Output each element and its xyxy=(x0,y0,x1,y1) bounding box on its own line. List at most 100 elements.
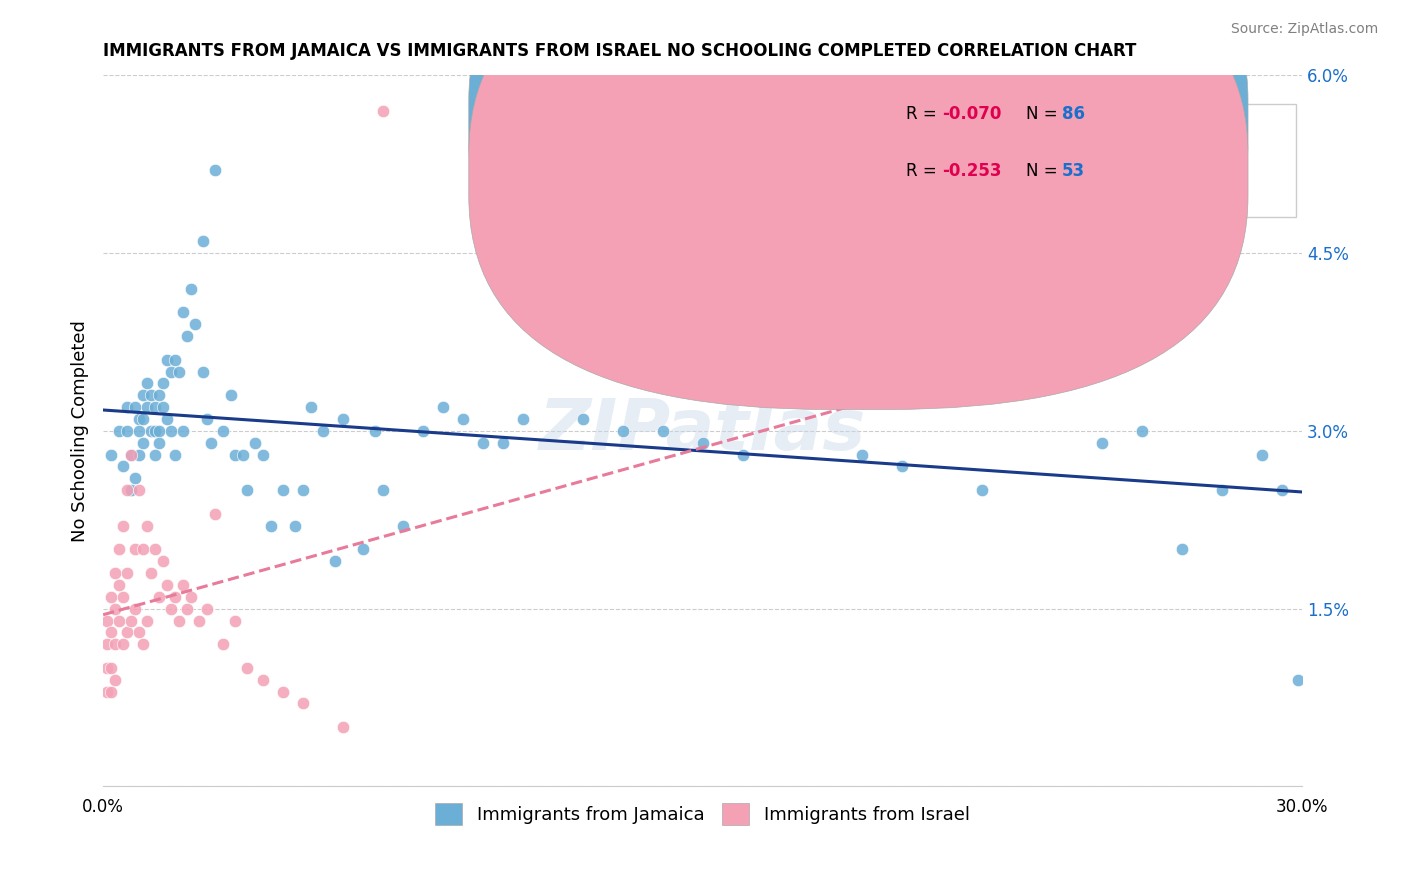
Point xyxy=(188,614,211,628)
Point xyxy=(132,388,155,402)
Point xyxy=(108,542,131,557)
Point xyxy=(100,448,122,462)
Point xyxy=(392,518,415,533)
Point xyxy=(224,448,246,462)
Point xyxy=(195,601,218,615)
Point xyxy=(143,400,166,414)
Point xyxy=(1171,542,1194,557)
Point xyxy=(136,614,159,628)
Point xyxy=(271,483,294,497)
Point xyxy=(124,542,146,557)
Point xyxy=(96,614,118,628)
Point xyxy=(891,459,914,474)
Point xyxy=(104,637,127,651)
Point xyxy=(219,388,242,402)
Point xyxy=(148,435,170,450)
Point xyxy=(323,554,346,568)
Legend: Immigrants from Jamaica, Immigrants from Israel: Immigrants from Jamaica, Immigrants from… xyxy=(426,794,979,834)
Point xyxy=(124,601,146,615)
Point xyxy=(108,424,131,438)
Point xyxy=(471,435,494,450)
Point xyxy=(128,424,150,438)
Point xyxy=(332,720,354,734)
Point xyxy=(1130,424,1153,438)
Point xyxy=(148,388,170,402)
Point xyxy=(1251,448,1274,462)
Text: 53: 53 xyxy=(1062,162,1085,180)
Point xyxy=(364,424,387,438)
Point xyxy=(112,590,135,604)
Text: IMMIGRANTS FROM JAMAICA VS IMMIGRANTS FROM ISRAEL NO SCHOOLING COMPLETED CORRELA: IMMIGRANTS FROM JAMAICA VS IMMIGRANTS FR… xyxy=(103,42,1136,60)
Point xyxy=(115,625,138,640)
Point xyxy=(451,412,474,426)
Text: N =: N = xyxy=(1026,105,1063,123)
Point xyxy=(139,424,162,438)
Point xyxy=(100,661,122,675)
Point xyxy=(531,305,554,319)
Point xyxy=(180,590,202,604)
Point xyxy=(180,282,202,296)
Point xyxy=(284,518,307,533)
Point xyxy=(371,103,394,118)
Point xyxy=(132,637,155,651)
Text: ZIPatlas: ZIPatlas xyxy=(538,396,866,466)
Point xyxy=(165,352,187,367)
Text: Source: ZipAtlas.com: Source: ZipAtlas.com xyxy=(1230,22,1378,37)
Point xyxy=(148,590,170,604)
Point xyxy=(120,483,142,497)
Point xyxy=(1271,483,1294,497)
Point xyxy=(100,625,122,640)
Point xyxy=(156,412,179,426)
Point xyxy=(692,435,714,450)
Point xyxy=(108,614,131,628)
Point xyxy=(115,483,138,497)
Point xyxy=(143,542,166,557)
Point xyxy=(128,625,150,640)
Point xyxy=(152,554,174,568)
Point xyxy=(104,566,127,580)
Point xyxy=(108,578,131,592)
Point xyxy=(167,365,190,379)
Point xyxy=(252,673,274,687)
Point xyxy=(204,507,226,521)
Point xyxy=(412,424,434,438)
Point xyxy=(312,424,335,438)
Point xyxy=(115,424,138,438)
Point xyxy=(143,424,166,438)
Point xyxy=(124,400,146,414)
Point xyxy=(96,661,118,675)
Point xyxy=(104,601,127,615)
Point xyxy=(100,684,122,698)
Point xyxy=(432,400,454,414)
Point xyxy=(132,435,155,450)
Point xyxy=(132,542,155,557)
Point xyxy=(115,400,138,414)
Point xyxy=(120,448,142,462)
Point xyxy=(184,317,207,331)
Point xyxy=(136,376,159,391)
Point xyxy=(512,412,534,426)
Point xyxy=(132,412,155,426)
Y-axis label: No Schooling Completed: No Schooling Completed xyxy=(72,320,89,541)
Point xyxy=(252,448,274,462)
Text: 86: 86 xyxy=(1062,105,1085,123)
Point xyxy=(165,590,187,604)
Point xyxy=(232,448,254,462)
FancyBboxPatch shape xyxy=(804,103,1296,218)
Point xyxy=(851,448,873,462)
Point xyxy=(167,614,190,628)
Point xyxy=(176,329,198,343)
Point xyxy=(195,412,218,426)
Text: N =: N = xyxy=(1026,162,1063,180)
Point xyxy=(96,684,118,698)
Point xyxy=(492,435,515,450)
Point xyxy=(291,483,314,497)
Point xyxy=(236,661,259,675)
Point xyxy=(152,400,174,414)
Point xyxy=(120,448,142,462)
Point xyxy=(191,365,214,379)
Point xyxy=(120,614,142,628)
Point xyxy=(204,163,226,178)
Point xyxy=(139,388,162,402)
Point xyxy=(160,424,183,438)
